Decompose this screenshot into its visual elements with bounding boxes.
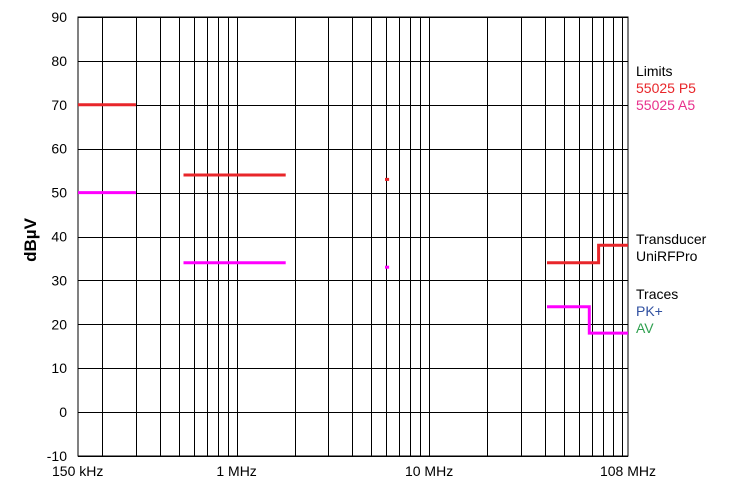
chart-series	[78, 103, 628, 335]
y-tick-label: 90	[51, 9, 67, 25]
legend-heading: Limits	[636, 63, 673, 79]
y-tick-label: 60	[51, 141, 67, 157]
legend-entry: 55025 P5	[636, 80, 696, 96]
legend-heading: Transducer	[636, 231, 707, 247]
y-axis-label: dBµV	[21, 217, 40, 261]
legend-entry: PK+	[636, 303, 663, 319]
x-tick-label: 108 MHz	[600, 463, 656, 479]
limit-line-segment	[547, 243, 628, 265]
y-tick-label: 80	[51, 53, 67, 69]
y-tick-label: 20	[51, 316, 67, 332]
chart-grid	[77, 16, 629, 457]
x-tick-label: 10 MHz	[405, 463, 453, 479]
y-tick-label: 50	[51, 185, 67, 201]
y-tick-label: -10	[47, 448, 67, 464]
legend-entry: AV	[636, 320, 654, 336]
y-tick-label: 0	[59, 404, 67, 420]
legend-heading: Traces	[636, 286, 678, 302]
legend-entry: 55025 A5	[636, 97, 695, 113]
y-tick-label: 40	[51, 229, 67, 245]
chart-ticks: -10 0 10 20 30 40 50 60 70 80 90 150 kHz 1 MHz 10 MHz…	[47, 9, 656, 479]
legend-entry: UniRFPro	[636, 248, 698, 264]
y-tick-label: 10	[51, 360, 67, 376]
y-tick-label: 70	[51, 97, 67, 113]
y-tick-label: 30	[51, 272, 67, 288]
x-tick-label: 150 kHz	[52, 463, 103, 479]
limit-line-segment	[547, 305, 628, 335]
x-tick-label: 1 MHz	[216, 463, 256, 479]
